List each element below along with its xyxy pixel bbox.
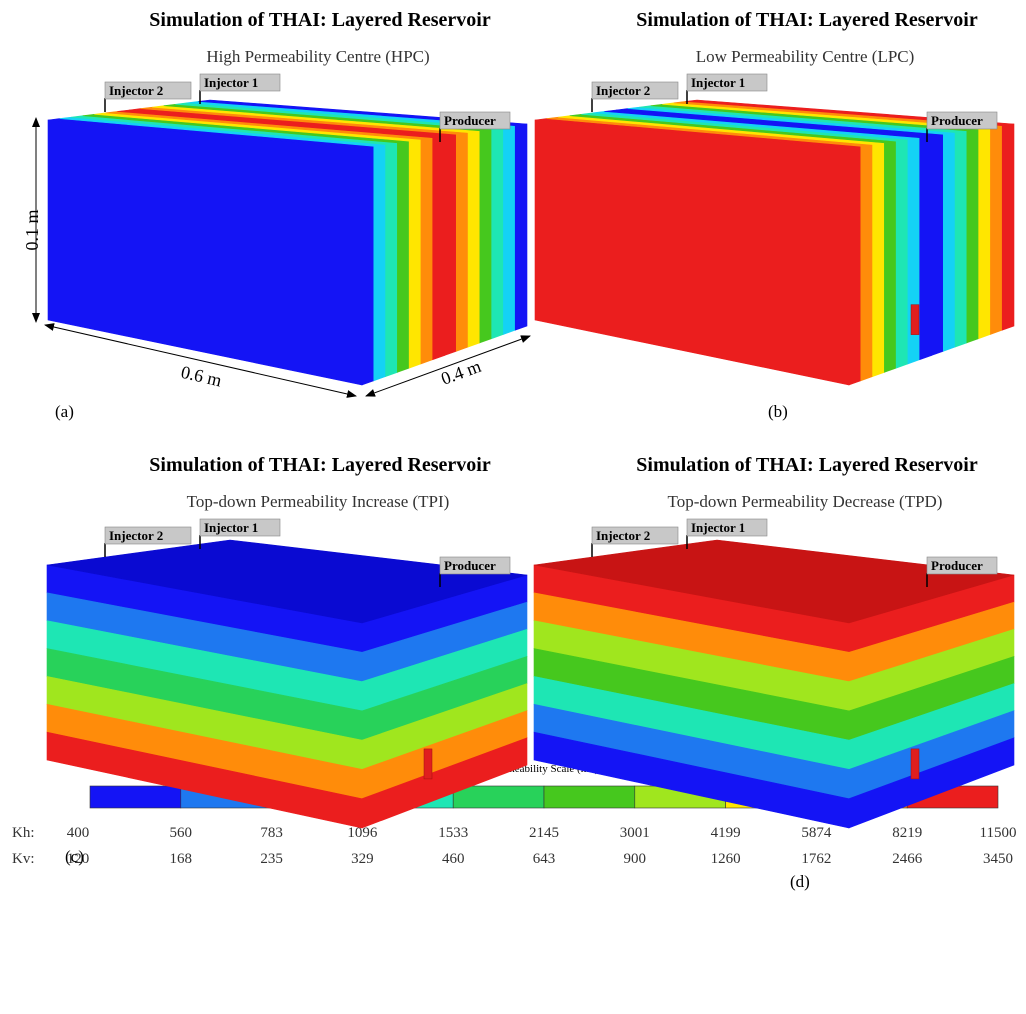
kh-label: Kh: <box>12 825 35 841</box>
layer <box>503 126 515 335</box>
panel-title: Simulation of THAI: Layered Reservoir <box>636 9 978 31</box>
well-label: Injector 1 <box>204 75 258 90</box>
kv-value: 1260 <box>711 851 741 867</box>
layer <box>920 136 932 360</box>
layer <box>386 143 398 377</box>
layer <box>535 120 849 385</box>
kv-value: 235 <box>260 851 283 867</box>
panel: Simulation of THAI: Layered Reservoir Hig… <box>48 9 527 385</box>
well-label: Injector 2 <box>109 83 163 98</box>
kh-value: 2145 <box>529 825 559 841</box>
producer-marker <box>911 305 919 335</box>
layer <box>433 136 445 360</box>
well-label: Injector 1 <box>204 520 258 535</box>
layer <box>397 141 409 372</box>
panel-label: (b) <box>768 402 788 421</box>
kv-label: Kv: <box>12 851 35 867</box>
kh-value: 8219 <box>892 825 922 841</box>
panel: Simulation of THAI: Layered Reservoir Top… <box>534 454 1014 828</box>
well-label: Injector 1 <box>691 75 745 90</box>
kh-value: 3001 <box>620 825 650 841</box>
layer <box>896 139 908 368</box>
layer <box>849 146 861 385</box>
length-label: 0.6 m <box>179 362 223 391</box>
panel-subtitle: Top-down Permeability Decrease (TPD) <box>668 492 943 511</box>
panel-subtitle: High Permeability Centre (HPC) <box>206 47 429 66</box>
panel: Simulation of THAI: Layered Reservoir Top… <box>47 454 527 828</box>
layer <box>990 126 1002 335</box>
layer <box>515 124 527 330</box>
width-label: 0.4 m <box>438 356 483 389</box>
reservoir-block <box>535 100 1014 385</box>
well-label: Injector 2 <box>596 83 650 98</box>
layer <box>374 145 386 381</box>
layer <box>1002 124 1014 330</box>
panel-title: Simulation of THAI: Layered Reservoir <box>149 454 491 476</box>
layer <box>861 145 873 381</box>
kh-value: 400 <box>67 825 90 841</box>
scale-swatch <box>544 786 635 808</box>
layer <box>362 146 374 385</box>
layer <box>456 133 468 352</box>
producer-marker <box>911 749 919 779</box>
well-label: Producer <box>444 558 496 573</box>
layer <box>48 120 362 385</box>
panel-label: (c) <box>65 847 84 866</box>
reservoir-block <box>47 540 527 828</box>
kv-value: 643 <box>533 851 556 867</box>
panel: Simulation of THAI: Layered Reservoir Low… <box>535 9 1014 385</box>
kv-value: 168 <box>170 851 193 867</box>
panel-title: Simulation of THAI: Layered Reservoir <box>636 454 978 476</box>
well-label: Injector 1 <box>691 520 745 535</box>
panel-title: Simulation of THAI: Layered Reservoir <box>149 9 491 31</box>
layer <box>955 131 967 347</box>
panel-subtitle: Top-down Permeability Increase (TPI) <box>187 492 450 511</box>
panel-label: (a) <box>55 402 74 421</box>
figure: 0.1 m 0.6 m 0.4 m Permeability Scale (md… <box>0 0 1026 1014</box>
layer <box>492 127 504 338</box>
height-label: 0.1 m <box>22 209 42 250</box>
well-label: Injector 2 <box>596 528 650 543</box>
well-label: Producer <box>931 558 983 573</box>
layer <box>979 127 991 338</box>
panel-subtitle: Low Permeability Centre (LPC) <box>696 47 915 66</box>
layer <box>445 134 457 355</box>
kv-value: 329 <box>351 851 374 867</box>
well-label: Producer <box>931 113 983 128</box>
layer <box>421 138 433 364</box>
kv-value: 1762 <box>801 851 831 867</box>
reservoir-block <box>534 540 1014 828</box>
well-label: Producer <box>444 113 496 128</box>
layer <box>873 143 885 377</box>
kv-value: 2466 <box>892 851 923 867</box>
layer <box>884 141 896 372</box>
layer <box>967 129 979 343</box>
kv-value: 460 <box>442 851 465 867</box>
layer <box>409 139 421 368</box>
kh-value: 783 <box>260 825 283 841</box>
layer <box>932 134 944 355</box>
kh-value: 560 <box>170 825 193 841</box>
layer <box>480 129 492 343</box>
kh-value: 5874 <box>801 825 832 841</box>
layer <box>943 133 955 352</box>
kv-value: 900 <box>624 851 647 867</box>
kh-value: 4199 <box>711 825 741 841</box>
kh-value: 1533 <box>438 825 468 841</box>
kv-value: 3450 <box>983 851 1013 867</box>
scale-swatch <box>90 786 181 808</box>
scale-swatch <box>453 786 544 808</box>
producer-marker <box>424 749 432 779</box>
well-label: Injector 2 <box>109 528 163 543</box>
panel-label: (d) <box>790 872 810 891</box>
layer <box>468 131 480 347</box>
kh-value: 11500 <box>980 825 1017 841</box>
